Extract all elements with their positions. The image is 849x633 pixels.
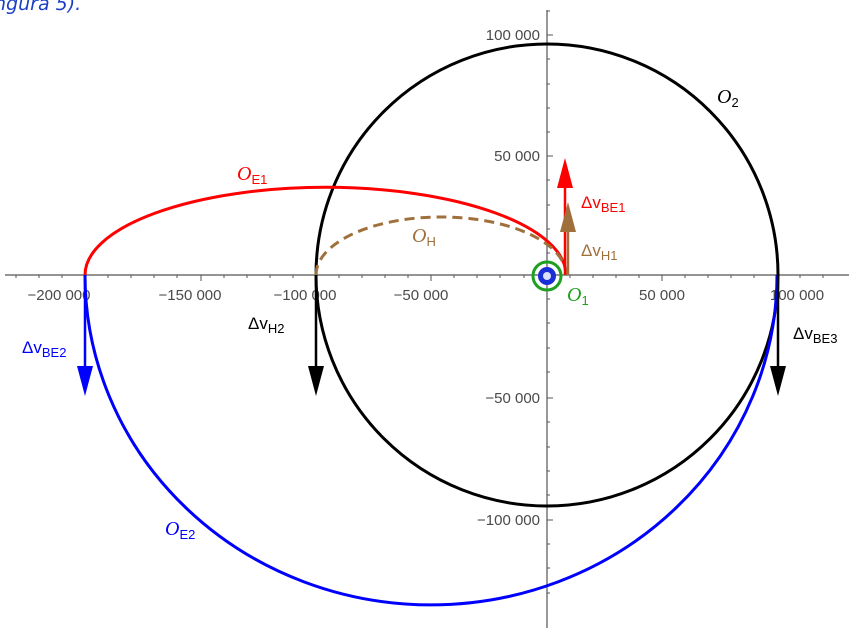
dv-be3-arrowhead	[770, 366, 786, 396]
orbit-oh	[314, 215, 568, 276]
label-dv-be1: ΔvBE1	[581, 193, 625, 215]
label-dv-be2: ΔvBE2	[22, 338, 66, 360]
y-tick-label: 100 000	[486, 27, 540, 44]
dv-be1-arrowhead	[557, 158, 573, 188]
label-oe1: OE1	[237, 163, 267, 187]
y-tick-label: −100 000	[477, 512, 540, 529]
x-tick-label: −200 000	[28, 287, 91, 304]
x-tick-label: 50 000	[639, 287, 685, 304]
x-tick-label: −50 000	[394, 287, 449, 304]
y-tick-label: −50 000	[485, 390, 540, 407]
label-dv-h2: ΔvH2	[248, 314, 284, 336]
orbit-o1	[531, 260, 563, 292]
label-dv-h1: ΔvH1	[581, 241, 617, 263]
caption-text: ngura 5).	[0, 0, 82, 15]
dv-h1-arrowhead	[560, 202, 576, 232]
label-o2: O2	[717, 86, 739, 110]
dv-be2-arrowhead	[77, 366, 93, 396]
dv-h2-arrowhead	[308, 366, 324, 396]
earth-highlight	[543, 272, 551, 280]
x-tick-marks	[15, 275, 824, 281]
label-o1: O1	[567, 284, 589, 308]
x-tick-label: −150 000	[159, 287, 222, 304]
y-tick-marks	[547, 10, 553, 594]
label-oh: OH	[412, 225, 436, 249]
orbit-oe1	[83, 185, 568, 276]
label-oe2: OE2	[165, 518, 195, 542]
label-dv-be3: ΔvBE3	[793, 324, 837, 346]
y-tick-label: 50 000	[494, 148, 540, 165]
x-tick-label: 100 000	[770, 287, 824, 304]
x-tick-label: −100 000	[274, 287, 337, 304]
orbit-oe2	[83, 274, 779, 607]
